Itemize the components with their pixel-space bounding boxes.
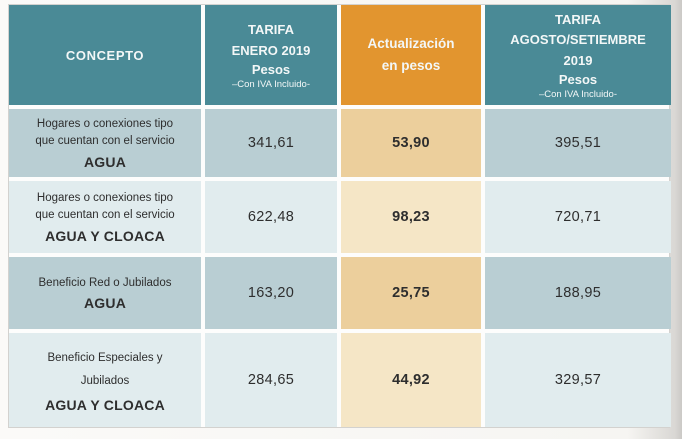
row-3-concept-cell: Beneficio Red o Jubilados AGUA <box>9 257 201 329</box>
row-1-tarifa-enero-cell: 341,61 <box>205 109 337 177</box>
row-4-tarifa-enero-value: 284,65 <box>247 372 295 388</box>
header-concepto-label: CONCEPTO <box>65 47 145 63</box>
row-3-concept-text: Beneficio Red o Jubilados <box>38 276 172 289</box>
row-4-tarifa-agosto-value: 329,57 <box>554 372 602 388</box>
row-1-tarifa-agosto-cell: 395,51 <box>485 109 671 177</box>
row-1-concept-text: Hogares o conexiones tipo que cuentan co… <box>35 118 175 147</box>
row-3-actualizacion-cell: 25,75 <box>341 257 481 329</box>
row-3-service-label: AGUA <box>83 295 127 312</box>
row-4-service-label: AGUA Y CLOACA <box>45 397 165 413</box>
header-tarifa-enero-subtitle: Pesos <box>251 61 291 77</box>
header-actualizacion: Actualización en pesos <box>341 5 481 105</box>
tariff-table: CONCEPTO TARIFA ENERO 2019 Pesos –Con IV… <box>8 4 671 428</box>
header-concepto: CONCEPTO <box>9 5 201 105</box>
row-3-tarifa-enero-value: 163,20 <box>247 285 295 301</box>
header-tarifa-agosto-title: TARIFA AGOSTO/SETIEMBRE 2019 <box>510 12 646 68</box>
row-4-concept-cell: Beneficio Especiales y Jubilados AGUA Y … <box>9 333 201 427</box>
header-actualizacion-title: Actualización en pesos <box>367 36 455 73</box>
row-1-service-label: AGUA <box>83 153 127 170</box>
header-tarifa-agosto-subtitle: Pesos <box>558 71 598 87</box>
row-4-tarifa-agosto-cell: 329,57 <box>485 333 671 427</box>
header-tarifa-enero-title: TARIFA ENERO 2019 <box>231 22 311 58</box>
row-2-tarifa-enero-cell: 622,48 <box>205 181 337 253</box>
row-4-tarifa-enero-cell: 284,65 <box>205 333 337 427</box>
row-3-tarifa-agosto-cell: 188,95 <box>485 257 671 329</box>
row-2-service-label: AGUA Y CLOACA <box>45 227 165 244</box>
row-1-actualizacion-cell: 53,90 <box>341 109 481 177</box>
row-1-actualizacion-value: 53,90 <box>392 135 430 151</box>
header-tarifa-agosto: TARIFA AGOSTO/SETIEMBRE 2019 Pesos –Con … <box>485 5 671 105</box>
header-tarifa-enero: TARIFA ENERO 2019 Pesos –Con IVA Incluid… <box>205 5 337 105</box>
row-4-concept-text: Beneficio Especiales y Jubilados <box>47 352 163 387</box>
header-tarifa-enero-note: –Con IVA Incluido- <box>232 78 310 90</box>
header-tarifa-agosto-note: –Con IVA Incluido- <box>539 88 617 100</box>
row-3-tarifa-enero-cell: 163,20 <box>205 257 337 329</box>
row-2-actualizacion-value: 98,23 <box>392 209 430 225</box>
row-1-concept-cell: Hogares o conexiones tipo que cuentan co… <box>9 109 201 177</box>
row-3-tarifa-agosto-value: 188,95 <box>554 285 602 301</box>
row-1-tarifa-agosto-value: 395,51 <box>554 135 602 151</box>
row-2-tarifa-agosto-cell: 720,71 <box>485 181 671 253</box>
row-2-concept-text: Hogares o conexiones tipo que cuentan co… <box>35 192 175 221</box>
row-2-concept-cell: Hogares o conexiones tipo que cuentan co… <box>9 181 201 253</box>
row-4-actualizacion-value: 44,92 <box>392 372 430 388</box>
row-1-tarifa-enero-value: 341,61 <box>247 135 295 151</box>
row-4-actualizacion-cell: 44,92 <box>341 333 481 427</box>
row-2-tarifa-agosto-value: 720,71 <box>554 209 602 225</box>
row-3-actualizacion-value: 25,75 <box>392 285 430 301</box>
row-2-tarifa-enero-value: 622,48 <box>247 209 295 225</box>
row-2-actualizacion-cell: 98,23 <box>341 181 481 253</box>
